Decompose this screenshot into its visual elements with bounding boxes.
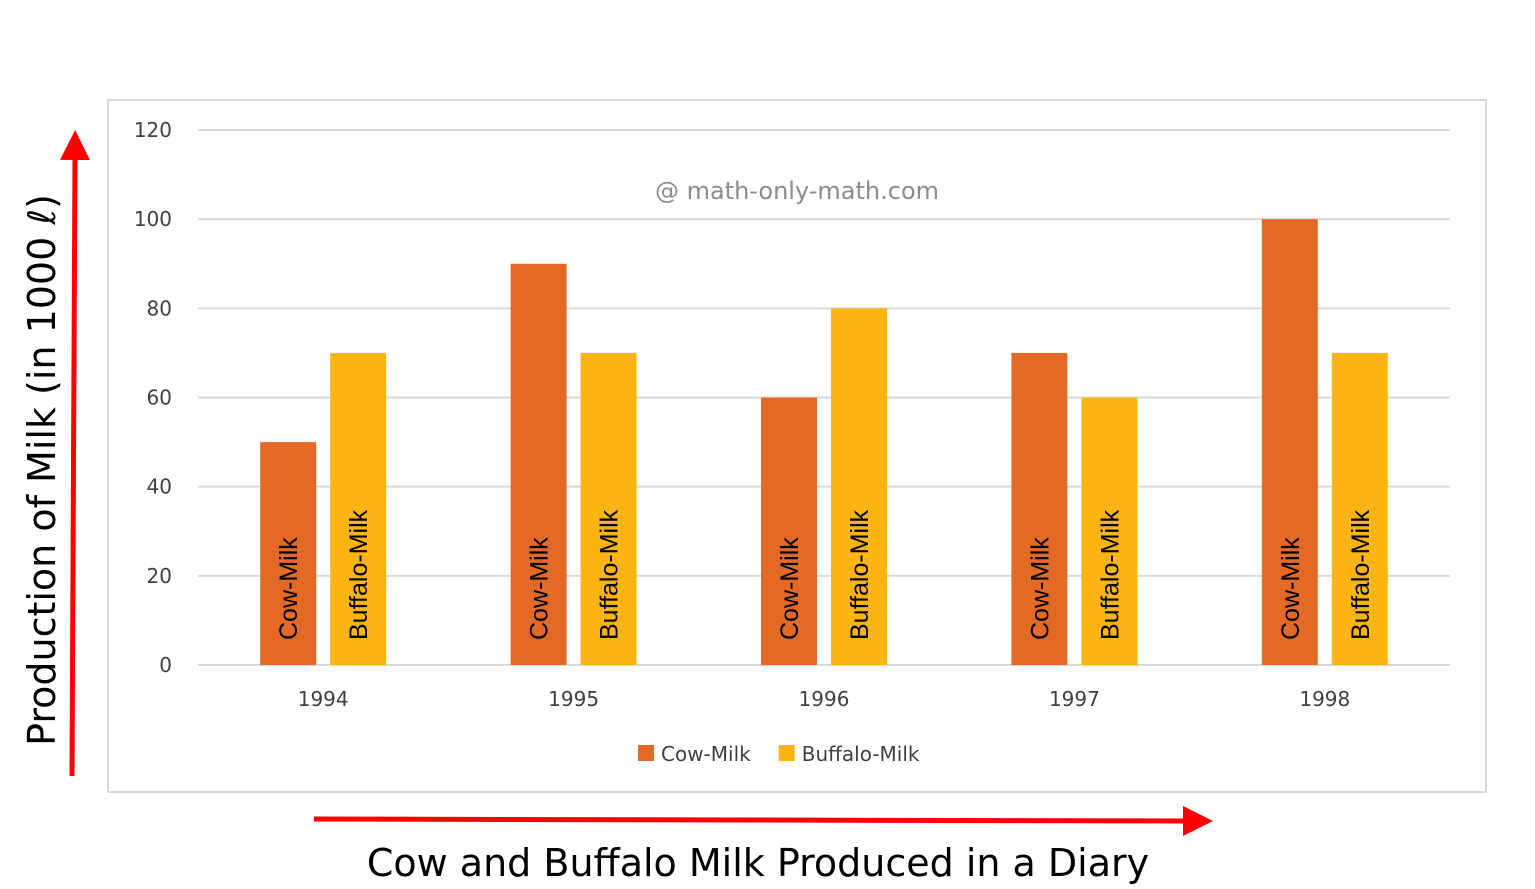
bar-cow-milk-1995 — [510, 263, 567, 665]
x-axis-arrow — [313, 805, 1213, 836]
bars: Cow-Milk Buffalo-Milk Cow-Milk Buffalo-Milk… — [260, 219, 1388, 665]
watermark: @ math-only-math.com — [655, 177, 939, 205]
bar-data-label: Buffalo-Milk — [1347, 509, 1375, 640]
bar-buffalo-milk-1996 — [831, 308, 887, 665]
y-tick-label: 100 — [134, 207, 172, 231]
bar-data-label: Cow-Milk — [1026, 537, 1054, 640]
bar-buffalo-milk-1994 — [330, 352, 387, 665]
x-axis-label: Cow and Buffalo Milk Produced in a Diary — [367, 841, 1149, 885]
x-axis-ticks: 1994 1995 1996 1997 1998 — [298, 687, 1351, 711]
y-axis-label: Production of Milk (in 1000 ℓ) — [20, 194, 64, 746]
legend-label: Cow-Milk — [661, 742, 751, 766]
y-axis-arrow — [59, 130, 90, 777]
y-tick-label: 20 — [147, 564, 172, 588]
bar-data-label: Cow-Milk — [275, 537, 303, 640]
x-tick-label: 1997 — [1049, 687, 1100, 711]
legend-swatch-buffalo-milk — [778, 745, 795, 761]
gridlines — [198, 129, 1450, 666]
x-tick-label: 1998 — [1299, 687, 1350, 711]
bar-data-label: Buffalo-Milk — [345, 509, 373, 640]
x-tick-label: 1995 — [548, 687, 599, 711]
legend-label: Buffalo-Milk — [802, 742, 920, 766]
bar-buffalo-milk-1997 — [1081, 397, 1138, 665]
bar-data-label: Buffalo-Milk — [596, 509, 624, 640]
bar-buffalo-milk-1998 — [1331, 352, 1388, 665]
y-tick-label: 0 — [159, 653, 172, 677]
legend: Cow-Milk Buffalo-Milk — [638, 742, 920, 766]
y-tick-label: 80 — [147, 296, 172, 320]
bar-buffalo-milk-1995 — [580, 352, 637, 665]
bar-data-label: Cow-Milk — [776, 537, 804, 640]
bar-data-label: Buffalo-Milk — [846, 509, 874, 640]
y-axis-ticks: 0 20 40 60 80 100 120 — [134, 118, 172, 677]
bar-data-label: Cow-Milk — [526, 537, 554, 640]
y-tick-label: 120 — [134, 118, 172, 142]
x-tick-label: 1994 — [298, 687, 349, 711]
bar-cow-milk-1998 — [1261, 219, 1318, 665]
y-tick-label: 60 — [147, 386, 172, 410]
bar-data-label: Cow-Milk — [1277, 537, 1305, 640]
x-tick-label: 1996 — [799, 687, 850, 711]
bar-cow-milk-1994 — [260, 442, 317, 665]
legend-swatch-cow-milk — [638, 745, 654, 761]
bar-cow-milk-1996 — [761, 397, 817, 665]
y-tick-label: 40 — [147, 475, 172, 499]
bar-cow-milk-1997 — [1011, 352, 1068, 665]
bar-data-label: Buffalo-Milk — [1096, 509, 1124, 640]
